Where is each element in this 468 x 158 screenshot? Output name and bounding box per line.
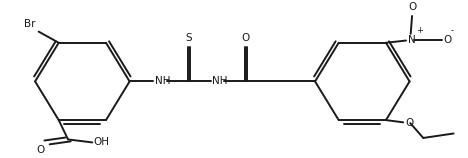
Text: -: - (451, 26, 454, 35)
Text: O: O (241, 33, 250, 43)
Text: N: N (409, 35, 416, 45)
Text: OH: OH (94, 137, 110, 147)
Text: O: O (443, 35, 452, 45)
Text: NH: NH (155, 76, 171, 86)
Text: O: O (408, 2, 416, 12)
Text: Br: Br (24, 19, 36, 29)
Text: O: O (37, 145, 45, 155)
Text: NH: NH (212, 76, 228, 86)
Text: S: S (185, 33, 192, 43)
Text: +: + (416, 26, 423, 35)
Text: O: O (406, 118, 414, 128)
